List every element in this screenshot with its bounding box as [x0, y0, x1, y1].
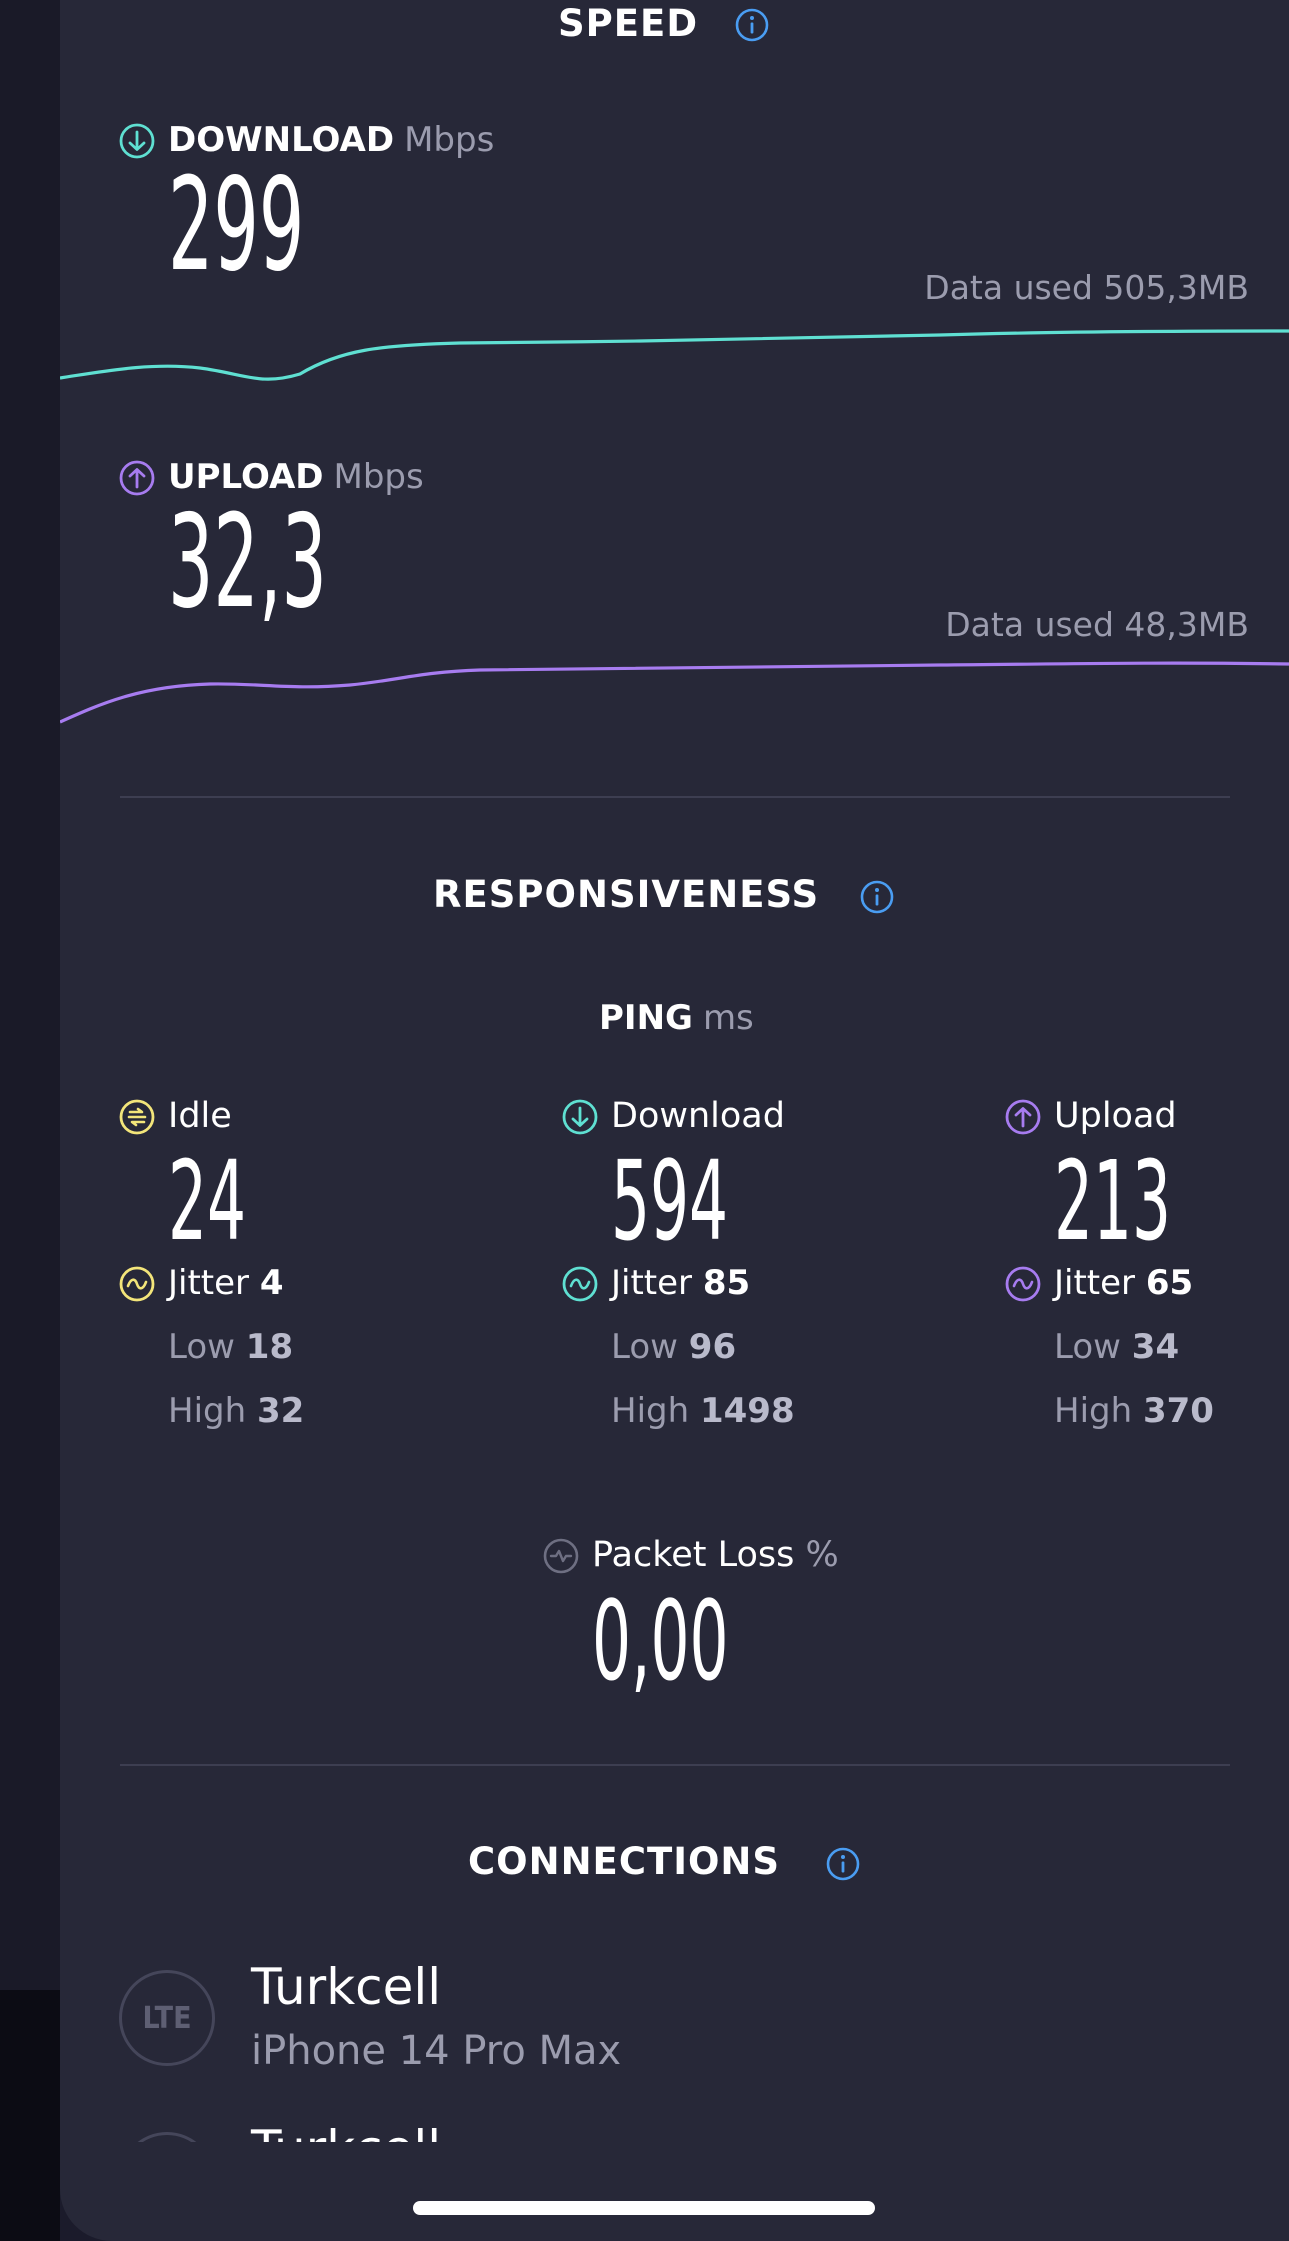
- download-label: DOWNLOAD Mbps: [168, 120, 494, 160]
- upload-low: Low 34: [1054, 1327, 1179, 1367]
- ping-download-icon: [562, 1099, 598, 1135]
- download-jitter-label: Jitter: [611, 1263, 693, 1303]
- ping-upload-label: Upload: [1054, 1096, 1177, 1136]
- speed-info-icon[interactable]: [735, 8, 769, 42]
- second-connection-badge: [119, 2132, 215, 2142]
- idle-jitter-value: 4: [259, 1263, 284, 1303]
- upload-jitter-icon: [1005, 1266, 1041, 1302]
- divider-speed: [120, 796, 1230, 798]
- ping-upload-value: 213: [1054, 1137, 1172, 1265]
- connection-device: iPhone 14 Pro Max: [251, 2028, 622, 2074]
- idle-icon: [119, 1099, 155, 1135]
- ping-upload-icon: [1005, 1099, 1041, 1135]
- upload-jitter-label: Jitter: [1054, 1263, 1136, 1303]
- ping-download-value: 594: [611, 1137, 729, 1265]
- left-background-strip: [0, 0, 60, 1990]
- download-low-value: 96: [688, 1327, 737, 1367]
- upload-low-value: 34: [1131, 1327, 1180, 1367]
- upload-label: UPLOAD Mbps: [168, 457, 424, 497]
- ping-label: PING ms: [599, 998, 754, 1038]
- upload-jitter-value: 65: [1145, 1263, 1194, 1303]
- lte-badge-text: LTE: [142, 2000, 192, 2036]
- left-background-strip-bottom: [0, 1990, 60, 2241]
- download-arrow-icon: [119, 123, 155, 159]
- lte-badge: LTE: [119, 1970, 215, 2066]
- download-speed-value: 299: [168, 151, 305, 300]
- idle-high-label: High: [168, 1391, 247, 1431]
- idle-jitter-label: Jitter: [168, 1263, 250, 1303]
- second-connection-provider: Turkcell: [251, 2120, 441, 2142]
- speed-title: SPEED: [558, 2, 699, 45]
- upload-arrow-icon: [119, 460, 155, 496]
- download-data-used: Data used 505,3MB: [924, 268, 1249, 307]
- upload-high-label: High: [1054, 1391, 1133, 1431]
- idle-high: High 32: [168, 1391, 304, 1431]
- download-high-label: High: [611, 1391, 690, 1431]
- packet-loss-unit: %: [805, 1535, 839, 1575]
- upload-jitter: Jitter 65: [1054, 1263, 1193, 1303]
- home-indicator[interactable]: [413, 2201, 875, 2215]
- download-low-label: Low: [611, 1327, 678, 1367]
- download-label-text: DOWNLOAD: [168, 120, 395, 160]
- responsiveness-info-icon[interactable]: [860, 880, 894, 914]
- upload-high: High 370: [1054, 1391, 1214, 1431]
- download-low: Low 96: [611, 1327, 736, 1367]
- idle-jitter: Jitter 4: [168, 1263, 284, 1303]
- connections-title: CONNECTIONS: [468, 1840, 781, 1883]
- ping-unit: ms: [702, 998, 754, 1038]
- packet-loss-label-text: Packet Loss: [592, 1535, 795, 1575]
- packet-loss-icon: [543, 1538, 579, 1574]
- ping-idle-label: Idle: [168, 1096, 232, 1136]
- download-jitter-value: 85: [702, 1263, 751, 1303]
- idle-high-value: 32: [256, 1391, 305, 1431]
- download-high-value: 1498: [699, 1391, 795, 1431]
- responsiveness-title: RESPONSIVENESS: [433, 873, 820, 916]
- upload-speed-graph: [60, 661, 1289, 724]
- download-jitter-icon: [562, 1266, 598, 1302]
- download-unit: Mbps: [404, 120, 495, 160]
- ping-idle-value: 24: [168, 1137, 247, 1265]
- upload-low-label: Low: [1054, 1327, 1121, 1367]
- connection-provider: Turkcell: [251, 1958, 442, 2016]
- divider-responsiveness: [120, 1764, 1230, 1766]
- download-speed-graph: [60, 329, 1289, 381]
- second-connection-clip: Turkcell: [60, 2120, 1289, 2142]
- upload-label-text: UPLOAD: [168, 457, 324, 497]
- upload-high-value: 370: [1142, 1391, 1214, 1431]
- upload-unit: Mbps: [333, 457, 424, 497]
- idle-low-label: Low: [168, 1327, 235, 1367]
- ping-label-text: PING: [599, 998, 693, 1038]
- idle-jitter-icon: [119, 1266, 155, 1302]
- upload-data-used: Data used 48,3MB: [945, 605, 1249, 644]
- ping-download-label: Download: [611, 1096, 785, 1136]
- download-high: High 1498: [611, 1391, 795, 1431]
- connections-info-icon[interactable]: [826, 1847, 860, 1881]
- packet-loss-value: 0,00: [592, 1577, 729, 1705]
- download-jitter: Jitter 85: [611, 1263, 750, 1303]
- results-panel[interactable]: SPEED DOWNLOAD Mbps 299 Data used 505,3MB…: [60, 0, 1289, 2241]
- idle-low-value: 18: [245, 1327, 294, 1367]
- upload-speed-value: 32,3: [168, 488, 327, 637]
- packet-loss-label: Packet Loss %: [592, 1535, 839, 1575]
- idle-low: Low 18: [168, 1327, 293, 1367]
